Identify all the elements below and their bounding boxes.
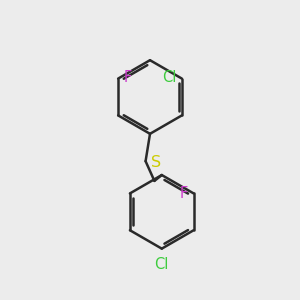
Text: F: F xyxy=(123,70,132,85)
Text: Cl: Cl xyxy=(154,257,169,272)
Text: Cl: Cl xyxy=(162,70,177,85)
Text: F: F xyxy=(180,186,188,201)
Text: S: S xyxy=(151,155,161,170)
